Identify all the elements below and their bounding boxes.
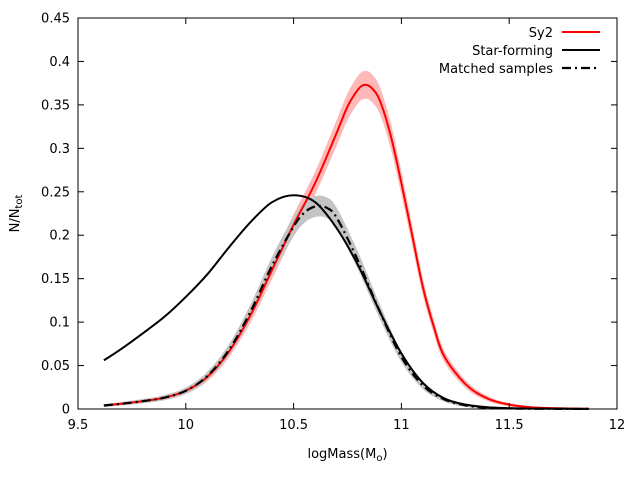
y-tick-label: 0.1 — [49, 316, 70, 331]
y-axis-ticks: 0 0.05 0.1 0.15 0.2 0.25 0.3 0.35 0.4 0.45 — [41, 12, 617, 418]
x-axis-label: logMass(Mo) — [307, 447, 387, 464]
y-tick-label: 0.35 — [41, 98, 70, 113]
y-tick-label: 0.05 — [41, 359, 70, 374]
y-tick-label: 0.45 — [41, 12, 70, 27]
y-tick-label: 0.2 — [49, 229, 70, 244]
y-axis-label: N/Ntot — [8, 195, 25, 233]
series-lines — [103, 83, 589, 411]
legend-label-matched-samples: Matched samples — [439, 62, 553, 77]
sy2-line — [103, 83, 589, 410]
x-tick-label: 11 — [393, 418, 410, 433]
x-tick-label: 10.5 — [279, 418, 308, 433]
x-tick-label: 12 — [609, 418, 626, 433]
x-axis-label-subscript: o — [376, 453, 382, 464]
x-axis-label-suffix: ) — [382, 447, 387, 462]
y-axis-label-base: N/N — [8, 209, 23, 233]
legend: Sy2 Star-forming Matched samples — [439, 26, 600, 77]
plot-frame — [77, 17, 618, 410]
x-tick-label: 11.5 — [495, 418, 524, 433]
matched-samples-line — [103, 204, 589, 411]
error-bands — [103, 70, 589, 410]
y-tick-label: 0 — [62, 403, 70, 418]
legend-label-star-forming: Star-forming — [472, 44, 553, 59]
y-tick-label: 0.3 — [49, 142, 70, 157]
legend-label-sy2: Sy2 — [529, 26, 553, 41]
y-tick-label: 0.25 — [41, 185, 70, 200]
matched-samples-band — [103, 195, 589, 410]
y-tick-label: 0.15 — [41, 272, 70, 287]
x-axis-label-base: logMass(M — [307, 447, 376, 462]
y-axis-label-subscript: tot — [14, 195, 25, 209]
x-tick-label: 10 — [178, 418, 195, 433]
x-tick-label: 9.5 — [68, 418, 89, 433]
x-axis-ticks: 9.5 10 10.5 11 11.5 12 — [68, 18, 626, 433]
y-tick-label: 0.4 — [49, 55, 70, 70]
